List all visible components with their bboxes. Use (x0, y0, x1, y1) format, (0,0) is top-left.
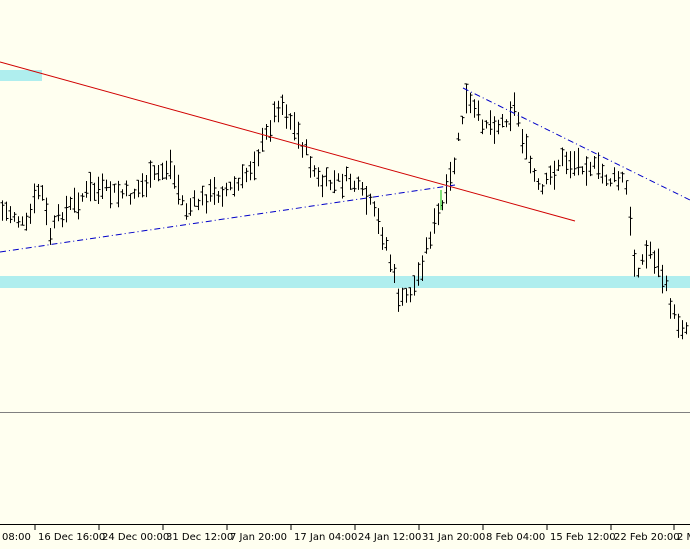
x-tick-label: 24 Jan 12:00 (358, 532, 421, 543)
x-tick-label: 31 Jan 20:00 (422, 532, 485, 543)
x-tick-label: 8 Feb 04:00 (486, 532, 545, 543)
trend-line (0, 61, 576, 222)
level-band (0, 70, 42, 81)
x-tick-label: 16 Dec 16:00 (38, 532, 105, 543)
ohlc-bars (0, 83, 689, 340)
x-tick-label: 17 Jan 04:00 (294, 532, 357, 543)
level-band (0, 276, 690, 288)
price-bars (0, 83, 689, 340)
x-tick-label: 08:00 (2, 532, 31, 543)
x-tick-label: 7 Jan 20:00 (230, 532, 287, 543)
trend-line (462, 87, 690, 201)
x-tick-label: 31 Dec 12:00 (166, 532, 233, 543)
x-tick-label: 2 M (677, 532, 690, 543)
x-tick-label: 15 Feb 12:00 (550, 532, 616, 543)
x-tick-label: 22 Feb 20:00 (614, 532, 680, 543)
x-tick-label: 24 Dec 00:00 (102, 532, 169, 543)
